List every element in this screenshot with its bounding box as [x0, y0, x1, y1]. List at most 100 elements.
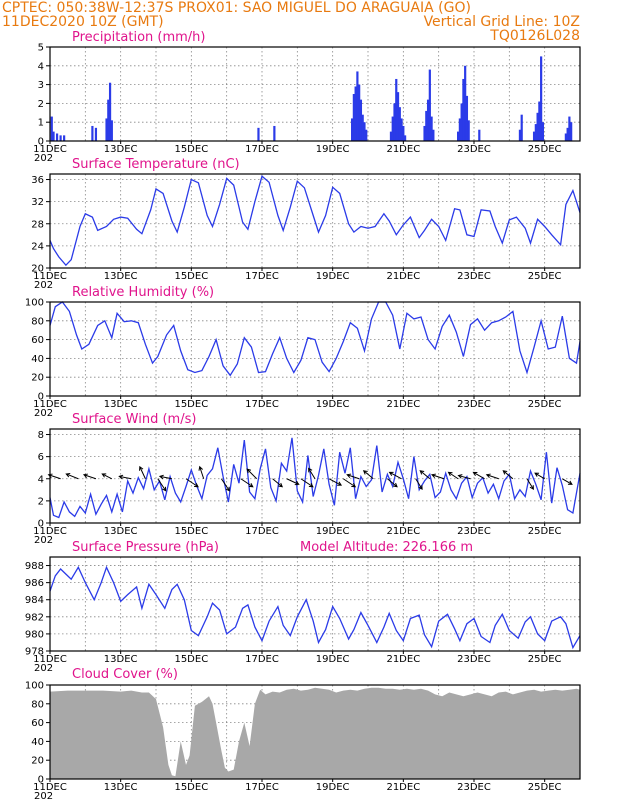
precip-bar [363, 122, 366, 141]
wind-vector-arrow [346, 473, 360, 480]
precipitation-panel: Precipitation (mm/h) 0 1 2 3 4 5 11DEC 13DEC 15D… [33, 30, 581, 164]
y-tick-label: 36 [31, 175, 44, 186]
precip-bar [478, 129, 481, 141]
x-year-label: 202 [34, 663, 53, 674]
y-tick-label: 40 [31, 737, 44, 748]
y-tick-label: 20 [31, 756, 44, 767]
precip-bar [352, 94, 355, 141]
precip-bar [94, 127, 98, 141]
x-tick-label: 19DEC [316, 271, 350, 282]
x-tick-label: 23DEC [457, 782, 491, 793]
wind-vector-arrow [388, 471, 402, 480]
precip-bar [396, 92, 400, 141]
precip-bar [359, 99, 363, 141]
x-tick-label: 13DEC [104, 526, 138, 537]
precip-bar [532, 131, 536, 141]
panel-frame [49, 173, 581, 269]
x-tick-label: 23DEC [457, 526, 491, 537]
y-tick-label: 80 [31, 699, 44, 710]
x-tick-label: 11DEC [33, 144, 67, 155]
y-tick-label: 0 [38, 775, 44, 786]
panel-frame [49, 684, 581, 780]
x-tick-label: 11DEC [33, 654, 67, 665]
temperature-panel: Surface Temperature (nC) 20 24 28 32 36 11DEC… [31, 157, 581, 291]
x-tick-label: 21DEC [386, 526, 420, 537]
y-tick-label: 32 [31, 197, 44, 208]
y-tick-label: 20 [31, 373, 44, 384]
x-year-label: 202 [34, 408, 53, 419]
y-tick-label: 2 [38, 496, 44, 507]
precip-bar [59, 135, 62, 141]
rh-line [49, 301, 581, 377]
header-date: 11DEC2020 10Z (GMT) [2, 14, 164, 30]
precip-bar [391, 116, 394, 141]
precip-bar [110, 120, 113, 141]
precip-bar [465, 95, 469, 141]
precip-bar [108, 82, 112, 141]
precip-bar [273, 125, 276, 141]
precip-bar [400, 118, 403, 141]
precip-bar [393, 103, 396, 141]
x-tick-label: 21DEC [386, 271, 420, 282]
wind-vector-arrow [526, 478, 534, 491]
y-tick-label: 0 [38, 392, 44, 403]
y-tick-label: 0 [38, 137, 44, 148]
precip-bar [458, 118, 461, 141]
panel-frame [49, 556, 581, 652]
wind-vector-arrow [246, 468, 258, 480]
x-tick-label: 19DEC [316, 782, 350, 793]
x-tick-label: 15DEC [174, 782, 208, 793]
x-tick-label: 11DEC [33, 782, 67, 793]
y-tick-label: 60 [31, 718, 44, 729]
y-tick-label: 1 [38, 118, 44, 129]
x-tick-label: 25DEC [528, 144, 562, 155]
precip-bar [462, 78, 465, 141]
wind-vector-arrow [286, 478, 300, 486]
precip-bar [361, 114, 364, 141]
x-tick-label: 21DEC [386, 782, 420, 793]
precip-bar [536, 112, 539, 141]
precip-bar [534, 124, 537, 141]
wind-vector-arrow [387, 478, 398, 488]
x-tick-label: 21DEC [386, 654, 420, 665]
wind-vector-arrow [198, 465, 205, 479]
header-grid-line: Vertical Grid Line: 10Z [424, 14, 580, 30]
x-tick-label: 17DEC [245, 399, 279, 410]
y-tick-label: 982 [25, 612, 44, 623]
precip-bar [426, 99, 430, 141]
header-line1: CPTEC: 050:38W-12:37S PROX01: SAO MIGUEL… [2, 0, 471, 16]
x-tick-label: 11DEC [33, 399, 67, 410]
x-year-label: 202 [34, 535, 53, 546]
precip-bar [520, 114, 523, 141]
y-tick-label: 0 [38, 519, 44, 530]
precip-bar [568, 116, 571, 141]
precip-bar [428, 69, 431, 141]
wind-vector-arrow [362, 470, 374, 480]
x-tick-label: 17DEC [245, 526, 279, 537]
precip-bar [55, 133, 59, 141]
y-tick-label: 3 [38, 80, 44, 91]
y-tick-label: 4 [38, 61, 44, 72]
precip-bar [423, 125, 426, 141]
y-tick-label: 40 [31, 354, 44, 365]
wind-vector-arrow [157, 478, 167, 492]
precip-bar [430, 116, 433, 141]
precip-bar [425, 110, 428, 141]
wind-vector-arrow [419, 470, 431, 480]
x-tick-label: 25DEC [528, 526, 562, 537]
wind-vector-arrow [485, 473, 499, 480]
wind-vector-arrow [342, 478, 357, 488]
x-tick-label: 19DEC [316, 526, 350, 537]
x-year-label: 202 [34, 791, 53, 800]
x-tick-label: 15DEC [174, 526, 208, 537]
precip-bar [538, 101, 541, 141]
wind-vector-arrow [82, 473, 97, 480]
wind-vector-arrow [220, 478, 230, 492]
precip-bar [358, 84, 361, 141]
x-tick-label: 13DEC [104, 654, 138, 665]
wind-vector-arrow [139, 465, 146, 479]
x-tick-label: 13DEC [104, 782, 138, 793]
x-tick-label: 15DEC [174, 399, 208, 410]
wind-vector-arrow [328, 478, 343, 486]
precip-bar [351, 118, 354, 141]
